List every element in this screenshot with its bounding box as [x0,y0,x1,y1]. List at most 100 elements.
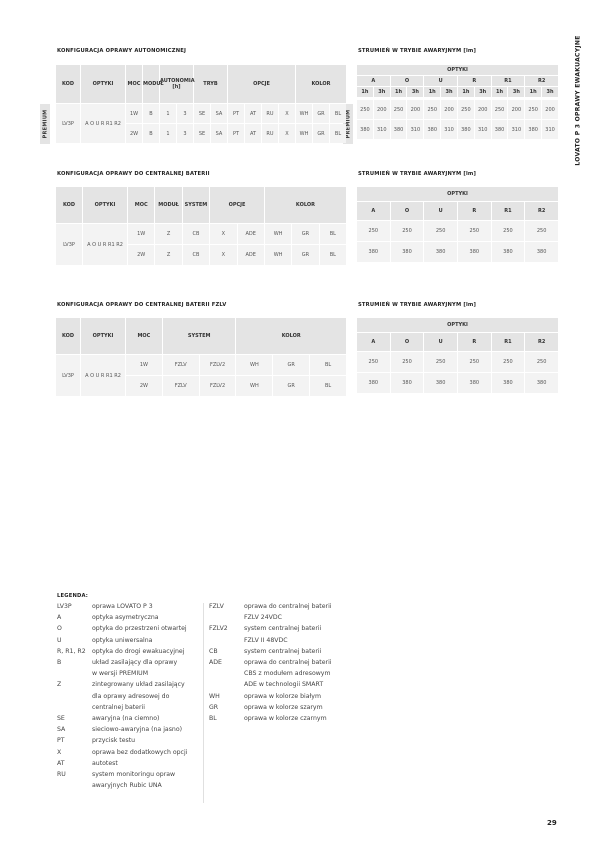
legend-code: BL [209,715,217,722]
flux-value: 250 [424,221,457,241]
table-row: 380 380 380 380 380 380 [357,373,558,393]
section-title-flux-central: STRUMIEŃ W TRYBIE AWARYJNYM [lm] [358,171,477,177]
legend-description: układ zasilający dla oprawy [92,659,178,666]
legend-description: oprawa w kolorze szarym [244,703,323,711]
table-cell: 2W [126,376,162,396]
flux-value: 250 [424,100,441,119]
legend-description: system centralnej baterii [244,625,322,633]
flux-value: 310 [441,120,457,139]
section-title-central: KONFIGURACJA OPRAWY DO CENTRALNEJ BATERI… [57,171,210,177]
column-header: 3h [542,87,558,97]
column-header: AUTONOMIA [h] [160,65,195,103]
column-header: U [424,333,457,351]
header-row: OPTYKI [357,65,558,75]
table-cell: CB [182,224,210,244]
legend-code: RU [57,771,66,778]
flux-value: 200 [441,100,457,119]
code-cell: LV3P [56,355,80,396]
flux-value: 380 [457,120,474,139]
column-header: OPCJE [210,187,264,223]
flux-value: 250 [525,352,558,372]
legend-description: zintegrowany układ zasilający [92,681,185,689]
flux-value: 200 [508,100,525,119]
legend-code: LV3P [57,603,72,610]
flux-value: 200 [474,100,491,119]
optics-cell: A O U R R1 R2 [81,355,125,396]
header-row: KOD OPTYKI MOC MODUŁ SYSTEM OPCJE KOLOR [56,187,346,223]
flux-value: 380 [390,242,424,262]
spacer-row [357,98,558,99]
table-cell: WH [236,355,273,375]
table-cell: PT [228,104,244,123]
flux-value: 250 [525,100,542,119]
legend-code: WH [209,692,220,700]
column-header: 1h [357,87,373,97]
table-row: LV3P A O U R R1 R2 1W FZLV FZLV2 WH GR BL [56,355,346,396]
legend-description: dla oprawy adresowej do [92,692,170,700]
legend-code: SE [57,715,65,722]
legend-description: w wersji PREMIUM [92,670,149,678]
legend-code: FZLV2 [209,625,228,633]
column-header: KOD [56,187,82,223]
column-header: OPTYKI [81,318,125,354]
flux-value: 380 [390,120,407,139]
column-header: MOC [126,65,142,103]
flux-value: 380 [525,242,558,262]
side-section-label: LOVATO P 3 OPRAWY EWAKUACYJNE [572,35,584,165]
table-row: 2W Z CB X ADE WH GR BL [56,245,346,265]
column-header: 1h [424,87,441,97]
header-row: OPTYKI [357,187,558,201]
side-label-text: LOVATO P 3 OPRAWY EWAKUACYJNE [574,34,582,166]
flux-value: 380 [525,120,542,139]
column-header: 1h [491,87,508,97]
legend-description: sieciowo-awaryjna (na jasno) [92,726,183,734]
table-cell: ADE [237,245,264,265]
optics-cell: A O U R R1 R2 [81,104,125,143]
flux-value: 380 [457,373,491,393]
flux-value: 310 [508,120,525,139]
table-cell: FZLV [162,355,199,375]
column-header: R1 [491,202,525,220]
table-cell: B [143,104,159,123]
legend-description: oprawa w kolorze białym [244,692,321,700]
flux-value: 250 [357,352,390,372]
flux-value: 380 [491,242,525,262]
premium-badge: PREMIUM [343,104,353,144]
flux-value: 380 [457,242,491,262]
flux-value: 250 [424,352,457,372]
table-cell: X [279,124,295,143]
table-cell: FZLV2 [199,376,236,396]
column-header: R [457,333,491,351]
legend-code: Z [57,681,62,689]
column-header: 3h [441,87,457,97]
flux-value: 250 [491,221,525,241]
spacer [357,98,558,99]
table-cell: BL [330,104,346,123]
table-row: 250 250 250 250 250 250 [357,352,558,372]
autonomous-config-table: KOD OPTYKI MOC MODUŁ AUTONOMIA [h] TRYB OPCJE K… [55,64,347,144]
table-cell: GR [292,224,319,244]
legend-description: przycisk testu [92,737,136,745]
column-header: OPTYKI [357,187,558,201]
legend-description: optyka do przestrzeni otwartej [92,625,187,633]
column-header: A [357,202,390,220]
table-row: 250 200 250 200 250 200 250 200 250 200 250 200 [357,100,558,119]
legend-code: GR [209,703,219,711]
flux-value: 200 [542,100,558,119]
table-cell: RU [262,104,278,123]
table-cell: GR [273,376,310,396]
column-header: 1h [457,87,474,97]
legend-description: oprawa bez dodatkowych opcji [92,748,188,756]
column-header: MODUŁ [155,187,182,223]
table-cell: SE [194,104,210,123]
flux-value: 380 [357,373,390,393]
optics-cell: A O U R R1 R2 [83,224,127,265]
table-cell: 1W [128,224,155,244]
legend-divider [203,603,204,803]
legend-description: ADE w technologii SMART [244,681,324,689]
table-cell: PT [228,124,244,143]
flux-value: 380 [491,373,525,393]
legend-description: FZLV 24VDC [244,614,282,622]
legend-code: B [57,659,62,666]
table-row: 2W B 1 3 SE SA PT AT RU X WH GR BL [56,124,346,143]
